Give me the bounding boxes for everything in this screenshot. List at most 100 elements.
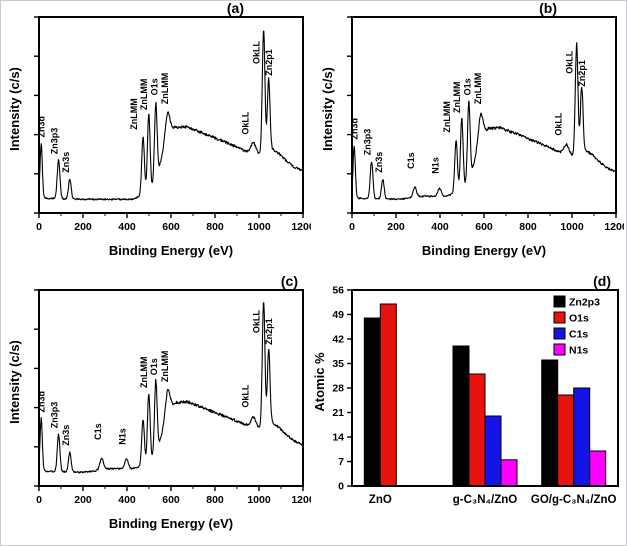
x-tick-label: 800 (206, 494, 224, 506)
bar-O1s (379, 303, 397, 487)
x-tick-label: 0 (36, 494, 42, 506)
category-label: GO/g-C₃N₄/ZnO (531, 494, 617, 506)
plot-frame (351, 16, 617, 214)
y-tick-label: 35 (332, 358, 344, 370)
peak-label: O1s (149, 358, 159, 375)
bar-O1s (557, 394, 575, 487)
y-tick-label: 7 (338, 456, 344, 468)
x-tick-label: 1200 (604, 221, 624, 233)
peak-label: Zn3d (37, 391, 47, 413)
x-axis-label-c: Binding Energy (eV) (108, 516, 234, 531)
panel-a: (a) Intensity (c/s) 0 200 400 600 800 1000 120… (1, 1, 314, 274)
peak-label: Zn3s (61, 425, 71, 446)
category-label: g-C₃N₄/ZnO (453, 494, 518, 506)
peak-label: Zn3d (37, 116, 47, 138)
x-tick-label: 600 (162, 221, 180, 233)
x-tick-label: 0 (349, 221, 355, 233)
peak-label: OkLL (564, 50, 574, 74)
category-label: ZnO (369, 494, 392, 506)
x-tick-label: 200 (74, 494, 92, 506)
peak-label: Zn3p3 (363, 129, 373, 156)
legend-swatch-N1s (553, 343, 566, 356)
peak-label: Zn3d (350, 118, 360, 140)
legend-swatch-O1s (553, 311, 566, 324)
x-tick-label: 1200 (291, 221, 311, 233)
x-tick-label: 1200 (291, 494, 311, 506)
legend-label: C1s (569, 329, 588, 341)
spectrum-curve (38, 302, 304, 474)
legend-swatch-Zn2p3 (553, 295, 566, 308)
bar-Zn2p3 (452, 345, 470, 487)
legend-swatch-C1s (553, 327, 566, 340)
plot-frame (351, 289, 619, 487)
peak-label: Zn2p1 (264, 49, 274, 76)
bar-O1s (468, 373, 486, 487)
bar-C1s (573, 387, 591, 487)
peak-label: ZnLMM (160, 351, 170, 383)
x-axis-label-a: Binding Energy (eV) (108, 243, 234, 258)
peak-label: OkLL (553, 112, 563, 136)
bar-Zn2p3 (363, 317, 381, 487)
peak-label: Zn3s (61, 152, 71, 173)
x-tick-label: 1000 (560, 221, 584, 233)
y-tick-label: 14 (332, 432, 344, 444)
atomic-percent-bar-chart: 0 7 14 21 28 35 42 49 56 ZnO g-C₃N₄/ZnO GO/g-C₃N₄/Z… (332, 286, 619, 506)
peak-label: OkLL (251, 310, 261, 334)
peak-label: Zn2p1 (264, 318, 274, 345)
x-tick-label: 800 (519, 221, 537, 233)
legend-label: N1s (569, 345, 588, 357)
peak-label: O1s (462, 78, 472, 95)
panel-tag-a: (a) (226, 0, 244, 16)
peak-label: OkLL (251, 40, 261, 64)
panel-tag-d: (d) (593, 273, 611, 289)
bar-N1s (589, 450, 607, 487)
bar-C1s (484, 415, 502, 487)
x-tick-label: 800 (206, 221, 224, 233)
peak-label: ZnLMM (139, 357, 149, 389)
peak-label: ZnLMM (452, 82, 462, 114)
peak-label: ZnLMM (473, 73, 483, 105)
peak-label: Zn3p3 (50, 402, 60, 429)
x-tick-label: 400 (118, 494, 136, 506)
legend-label: O1s (569, 313, 589, 325)
peak-label: N1s (431, 157, 441, 174)
xps-survey-plot-a: 020040060080010001200Zn3dZn3p3Zn3sZnLMMZ… (34, 16, 311, 233)
bar-Zn2p3 (541, 359, 559, 487)
peak-label: ZnLMM (139, 79, 149, 111)
peak-label: Zn3p3 (50, 128, 60, 155)
x-axis-label-b: Binding Energy (eV) (421, 243, 547, 258)
x-tick-label: 200 (387, 221, 405, 233)
x-tick-label: 1000 (247, 221, 271, 233)
legend-label: Zn2p3 (569, 297, 600, 309)
peak-label: OkLL (240, 384, 250, 408)
panel-tag-b: (b) (539, 0, 557, 16)
peak-label: C1s (93, 423, 103, 440)
x-tick-label: 600 (162, 494, 180, 506)
peak-label: ZnLMM (129, 98, 139, 130)
peak-label: ZnLMM (442, 101, 452, 133)
x-tick-label: 1000 (247, 494, 271, 506)
peak-label: ZnLMM (160, 73, 170, 105)
y-tick-label: 28 (332, 383, 344, 395)
bar-N1s (500, 459, 518, 487)
panel-b: (b) Intensity (c/s) 0 200 400 600 800 1000 120… (314, 0, 626, 274)
panel-c: (c) Intensity (c/s) 0 200 400 600 800 1000 120… (1, 273, 314, 545)
plot-frame (38, 289, 304, 487)
spectrum-curve (38, 30, 304, 201)
peak-label: Zn2p1 (577, 60, 587, 87)
panel-tag-c: (c) (280, 273, 298, 289)
plot-frame (38, 16, 304, 214)
x-tick-label: 0 (36, 221, 42, 233)
y-tick-label: 0 (338, 481, 344, 493)
y-tick-label: 21 (332, 407, 344, 419)
peak-label: O1s (149, 78, 159, 95)
y-tick-label: 42 (332, 334, 344, 346)
peak-label: Zn3s (374, 152, 384, 173)
axis-ticks (347, 16, 617, 218)
peak-label: N1s (118, 428, 128, 445)
spectrum-curve (351, 41, 617, 201)
x-tick-label: 400 (118, 221, 136, 233)
